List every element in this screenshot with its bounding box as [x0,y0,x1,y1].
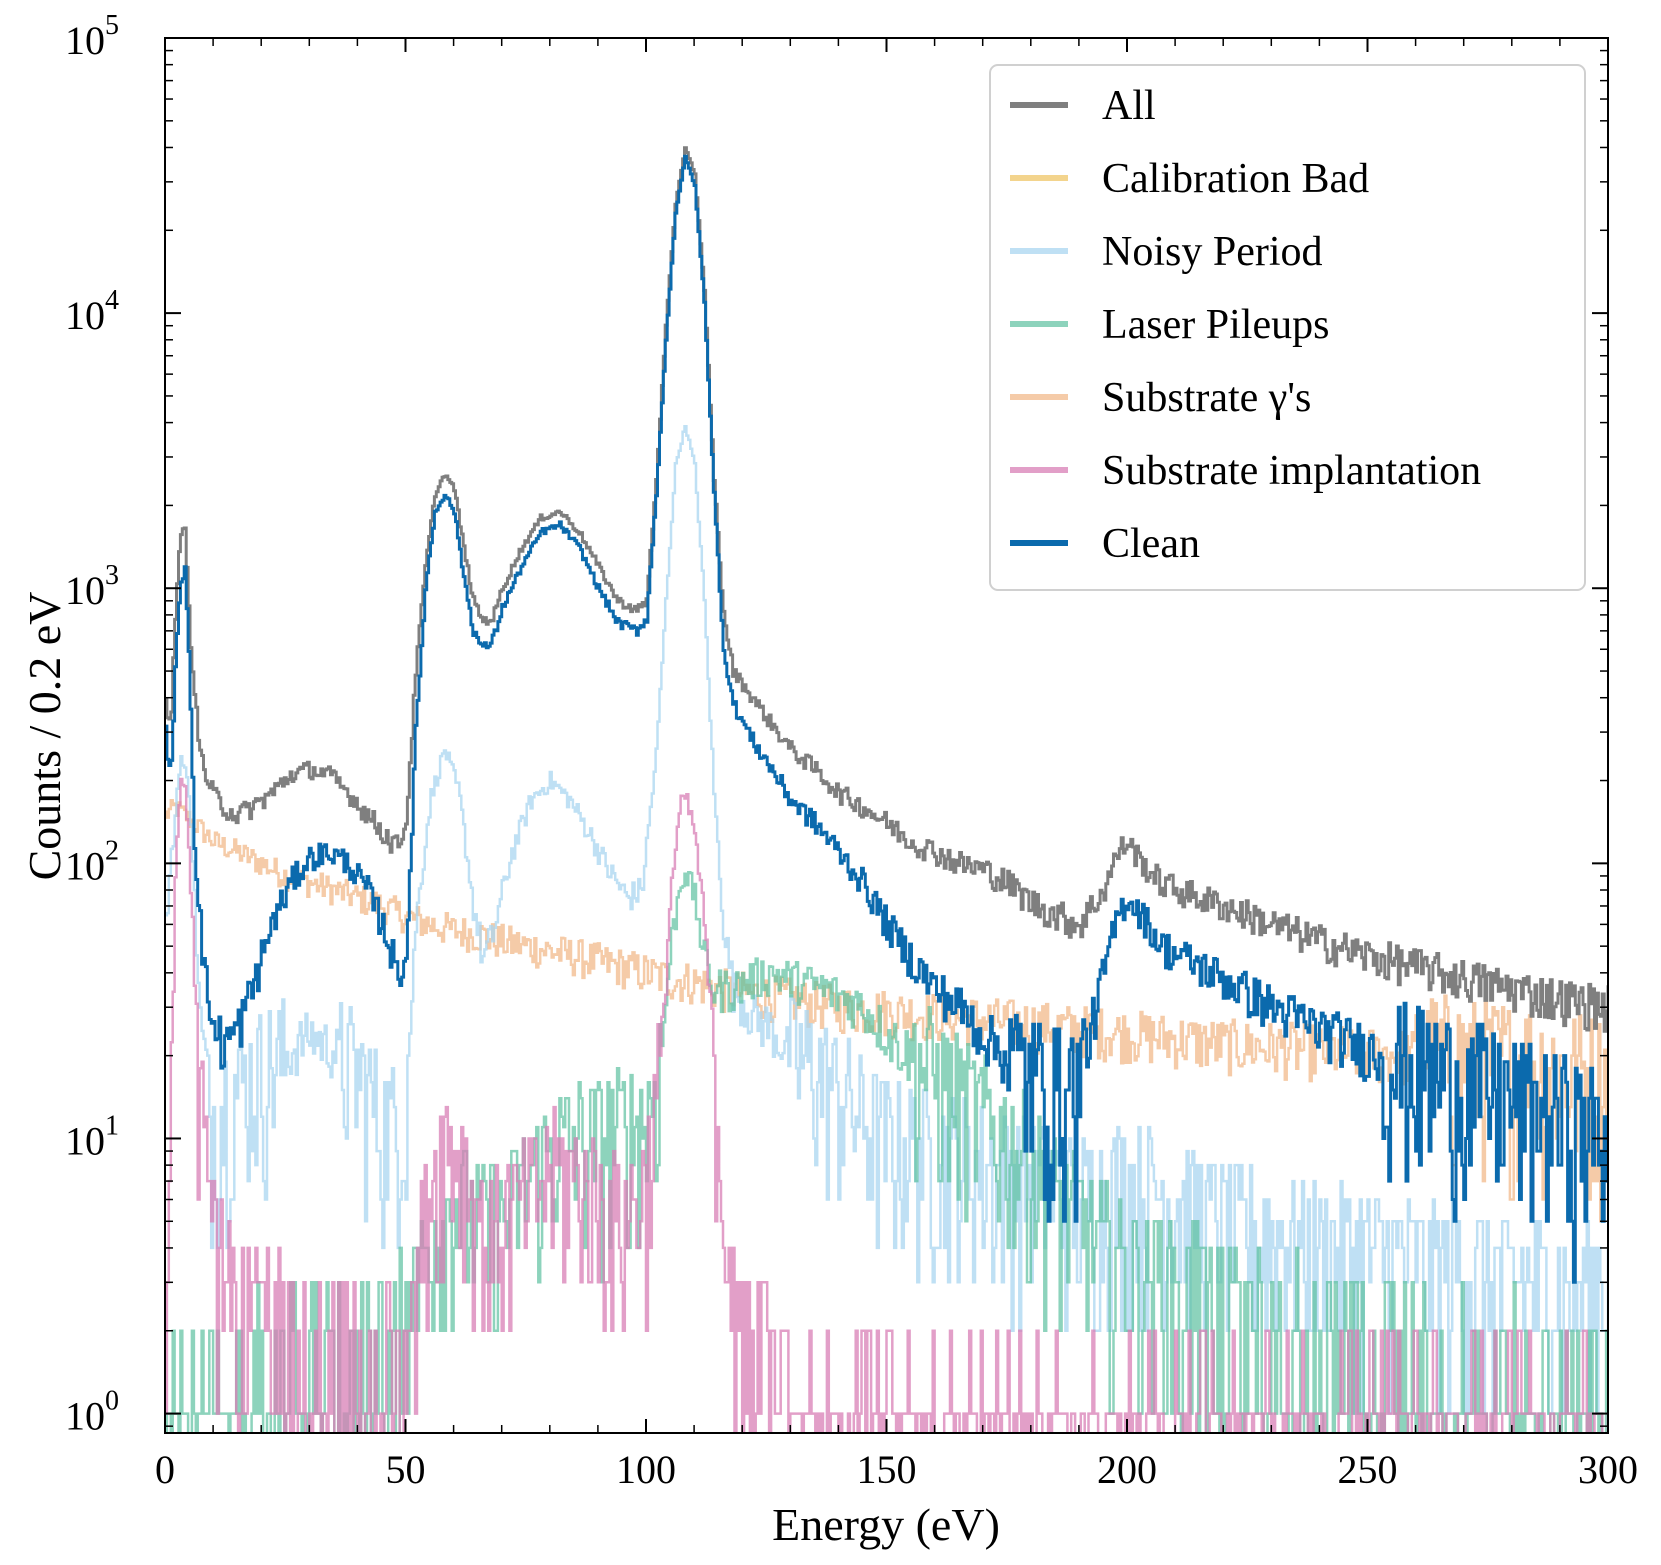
x-tick-label: 0 [155,1447,175,1492]
y-tick-label: 103 [65,560,119,613]
legend-label: Clean [1102,521,1200,567]
series-line-noisy-period [165,425,1608,1415]
legend: All Calibration Bad Noisy Period Laser Pile… [989,64,1586,591]
ticks-layer: 0 50 100 150 200 250 300 100 101 102 103 104 105 [65,10,1638,1492]
x-tick-label: 250 [1338,1447,1398,1492]
legend-label: Noisy Period [1102,229,1323,275]
legend-items: All Calibration Bad Noisy Period Laser Pile… [1010,83,1481,567]
y-tick-label: 104 [65,285,119,338]
series-line-substrate-implantation [165,777,1608,1433]
x-tick-label: 150 [857,1447,917,1492]
y-tick-label: 101 [65,1110,119,1163]
x-tick-label: 100 [616,1447,676,1492]
legend-label: Laser Pileups [1102,302,1329,348]
legend-label: Calibration Bad [1102,156,1369,202]
legend-label: Substrate γ's [1102,375,1311,421]
y-tick-label: 105 [65,10,119,63]
x-tick-label: 50 [386,1447,426,1492]
series-layer [165,146,1608,1433]
legend-box [989,64,1586,591]
legend-label: All [1102,83,1156,129]
y-axis-title: Counts / 0.2 eV [19,592,70,881]
legend-label: Substrate implantation [1102,448,1481,494]
x-tick-label: 200 [1097,1447,1157,1492]
series-line-all [165,146,1608,1033]
series-line-clean [165,154,1608,1284]
y-tick-label: 100 [65,1386,119,1439]
x-axis-title: Energy (eV) [772,1499,1000,1550]
x-tick-label: 300 [1578,1447,1638,1492]
y-tick-label: 102 [65,835,119,888]
